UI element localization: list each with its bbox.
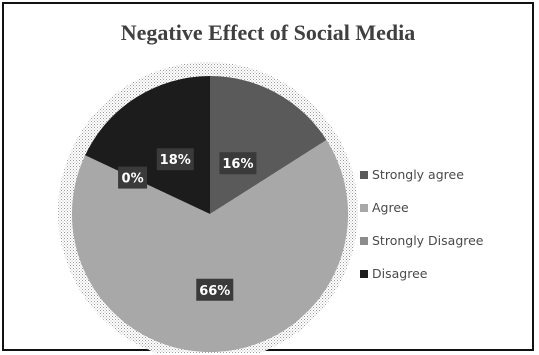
data-label-text: 66% xyxy=(199,284,230,299)
legend-swatch xyxy=(360,270,368,278)
legend-item-disagree[interactable]: Disagree xyxy=(360,264,530,297)
chart-title: Negative Effect of Social Media xyxy=(120,20,416,45)
legend-label: Strongly Disagree xyxy=(372,233,484,248)
chart-frame: Negative Effect of Social Media 16% 66% 0%… xyxy=(2,2,534,353)
legend-item-strongly-disagree[interactable]: Strongly Disagree xyxy=(360,231,530,264)
legend-swatch xyxy=(360,171,368,179)
legend-swatch xyxy=(360,204,368,212)
pie-slice-agree[interactable] xyxy=(71,140,349,353)
data-label-text: 16% xyxy=(222,157,253,172)
legend-label: Agree xyxy=(372,200,409,215)
legend-swatch xyxy=(360,237,368,245)
pie-chart: 16% 66% 0% 18% xyxy=(58,62,358,353)
data-label-disagree: 18% xyxy=(156,148,194,171)
legend-label: Disagree xyxy=(372,266,428,281)
data-label-box xyxy=(196,278,234,301)
pie-slice-strongly-agree[interactable] xyxy=(210,76,327,214)
legend-label: Strongly agree xyxy=(372,167,464,182)
data-label-box xyxy=(156,148,194,171)
legend-item-agree[interactable]: Agree xyxy=(360,198,530,231)
data-label-agree: 66% xyxy=(196,278,234,301)
pie-slice-disagree[interactable] xyxy=(85,76,210,214)
legend-item-strongly-agree[interactable]: Strongly agree xyxy=(360,165,530,198)
data-label-text: 18% xyxy=(160,153,191,168)
data-label-strongly-disagree: 0% xyxy=(118,166,148,189)
data-label-text: 0% xyxy=(122,172,144,187)
legend: Strongly agree Agree Strongly Disagree D… xyxy=(360,165,530,297)
data-label-box xyxy=(118,166,148,189)
data-label-box xyxy=(219,152,257,175)
data-label-strongly-agree: 16% xyxy=(219,152,257,175)
